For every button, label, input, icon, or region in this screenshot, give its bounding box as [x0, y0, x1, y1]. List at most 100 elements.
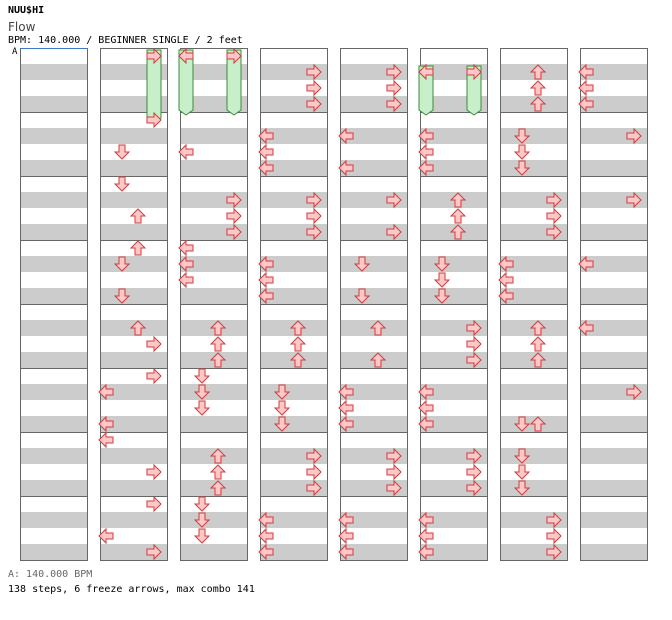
step-arrow-up — [209, 336, 227, 352]
step-arrow-down — [193, 368, 211, 384]
step-arrow-right — [386, 63, 402, 81]
step-arrow-left — [578, 63, 594, 81]
beat-stripe — [580, 256, 648, 272]
beat-stripe — [340, 512, 408, 528]
step-arrow-up — [129, 208, 147, 224]
beat-stripe — [20, 384, 88, 400]
step-arrow-down — [433, 272, 451, 288]
step-arrow-down — [113, 176, 131, 192]
beat-stripe — [420, 352, 488, 368]
step-arrow-left — [258, 543, 274, 561]
bpm-legend: A: 140.000 BPM — [8, 569, 93, 580]
beat-stripe — [100, 544, 168, 560]
freeze-arrow — [178, 49, 194, 116]
step-arrow-right — [386, 223, 402, 241]
beat-stripe — [580, 96, 648, 112]
step-arrow-left — [338, 383, 354, 401]
beat-stripe — [260, 288, 328, 304]
step-arrow-left — [258, 255, 274, 273]
step-arrow-down — [513, 480, 531, 496]
step-arrow-down — [433, 288, 451, 304]
beat-stripe — [340, 256, 408, 272]
step-arrow-up — [529, 64, 547, 80]
step-arrow-down — [513, 448, 531, 464]
beat-stripe — [20, 544, 88, 560]
artist-name: NUU$HI — [8, 5, 45, 16]
step-arrow-up — [129, 320, 147, 336]
step-arrow-right — [226, 223, 242, 241]
beat-stripe — [20, 160, 88, 176]
beat-stripe — [340, 128, 408, 144]
beat-stripe — [580, 160, 648, 176]
column-border — [260, 48, 328, 561]
step-arrow-right — [146, 543, 162, 561]
step-arrow-right — [306, 207, 322, 225]
beat-stripe — [420, 416, 488, 432]
beat-stripe — [420, 288, 488, 304]
step-arrow-right — [386, 463, 402, 481]
step-arrow-down — [513, 416, 531, 432]
beat-stripe — [100, 224, 168, 240]
step-arrow-right — [146, 367, 162, 385]
beat-stripe — [20, 320, 88, 336]
beat-stripe — [340, 480, 408, 496]
beat-stripe — [100, 416, 168, 432]
step-arrow-down — [433, 256, 451, 272]
beat-stripe — [100, 512, 168, 528]
step-arrow-left — [258, 159, 274, 177]
beat-stripe — [180, 160, 248, 176]
step-arrow-right — [226, 191, 242, 209]
beat-stripe — [500, 160, 568, 176]
step-arrow-left — [418, 527, 434, 545]
step-arrow-down — [353, 288, 371, 304]
step-arrow-right — [466, 351, 482, 369]
beat-stripe — [100, 192, 168, 208]
beat-stripe — [500, 480, 568, 496]
beat-stripe — [500, 512, 568, 528]
freeze-arrow — [226, 49, 242, 116]
beat-stripe — [420, 544, 488, 560]
step-arrow-right — [386, 191, 402, 209]
step-arrow-up — [209, 352, 227, 368]
beat-stripe — [580, 224, 648, 240]
column-border — [180, 48, 248, 561]
beat-stripe — [180, 384, 248, 400]
step-arrow-up — [369, 352, 387, 368]
beat-stripe — [260, 96, 328, 112]
step-arrow-right — [386, 447, 402, 465]
chart-column — [418, 48, 488, 561]
beat-stripe — [180, 416, 248, 432]
step-arrow-left — [258, 287, 274, 305]
step-arrow-down — [273, 416, 291, 432]
beat-stripe — [340, 96, 408, 112]
beat-stripe — [420, 160, 488, 176]
chart-column — [498, 48, 568, 561]
beat-stripe — [20, 416, 88, 432]
step-arrow-up — [289, 320, 307, 336]
beat-stripe — [20, 352, 88, 368]
song-title: Flow — [8, 20, 36, 34]
step-arrow-left — [418, 127, 434, 145]
step-arrow-right — [466, 447, 482, 465]
beat-stripe — [420, 448, 488, 464]
beat-stripe — [180, 544, 248, 560]
step-arrow-right — [146, 335, 162, 353]
step-arrow-up — [289, 352, 307, 368]
step-arrow-down — [113, 144, 131, 160]
step-arrow-down — [273, 400, 291, 416]
beat-stripe — [260, 224, 328, 240]
beat-stripe — [180, 224, 248, 240]
beat-stripe — [420, 480, 488, 496]
step-arrow-down — [513, 160, 531, 176]
step-arrow-left — [258, 271, 274, 289]
beat-stripe — [180, 512, 248, 528]
step-arrow-left — [418, 511, 434, 529]
step-arrow-right — [626, 191, 642, 209]
step-arrow-left — [498, 287, 514, 305]
step-arrow-down — [193, 528, 211, 544]
freeze-arrow — [418, 65, 434, 116]
beat-stripe — [580, 192, 648, 208]
beat-stripe — [580, 64, 648, 80]
beat-stripe — [260, 128, 328, 144]
